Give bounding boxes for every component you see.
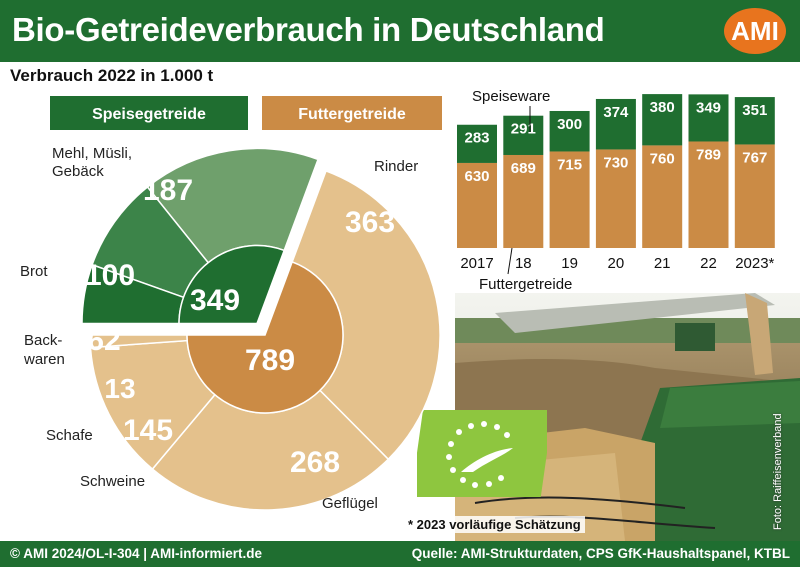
value-label-futtergetreide-total: 789	[245, 344, 295, 377]
value-label-speisegetreide-total: 349	[190, 284, 240, 317]
bar-value-speise-2023: 351	[742, 102, 767, 119]
speisegetreide-header-box	[50, 96, 248, 130]
tick-label-20: 20	[608, 255, 625, 272]
tick-label-21: 21	[654, 255, 671, 272]
futtergetreide-header: Futtergetreide	[262, 96, 442, 130]
value-label-gefluegel: 268	[290, 446, 340, 479]
speisegetreide-part	[81, 147, 319, 325]
tick-label-22: 22	[700, 255, 717, 272]
label-backwaren-line2: waren	[23, 351, 65, 368]
bar-2023: 767 351 2023*	[734, 97, 775, 272]
tick-label-2023: 2023*	[735, 255, 774, 272]
label-rinder: Rinder	[374, 158, 418, 175]
futtergetreide-ring	[89, 170, 441, 511]
label-backwaren-line1: Back-	[24, 332, 62, 349]
value-label-brot: 100	[85, 259, 135, 292]
speisegetreide-header-label: Speisegetreide	[92, 106, 206, 123]
bar-value-speise-21: 380	[650, 99, 675, 116]
value-label-schweine: 145	[123, 414, 173, 447]
label-mehl-line2: Gebäck	[52, 163, 104, 180]
photo-credit: Foto: Raiffeisenverband	[772, 413, 784, 530]
value-label-backwaren: 62	[87, 324, 120, 357]
bar-futtergetreide-21	[642, 145, 683, 248]
bar-speiseware-21	[642, 94, 683, 146]
label-mehl-line1: Mehl, Müsli,	[52, 145, 132, 162]
value-label-mehl: 187	[143, 174, 193, 207]
label-schweine: Schweine	[80, 473, 145, 490]
bar-22: 789 349 22	[688, 94, 729, 272]
bar-20: 730 374 20	[595, 98, 636, 272]
futtergetreide-header-box	[262, 96, 442, 130]
bar-chart: 630 283 2017 689 291 18 715 300 19 730 374 20 760 380…	[457, 88, 775, 293]
bar-futtergetreide-2017	[457, 162, 497, 248]
bar-19: 715 300 19	[549, 110, 590, 272]
bar-18: 689 291 18	[503, 115, 544, 272]
bar-value-speise-19: 300	[557, 116, 582, 133]
label-gefluegel: Geflügel	[322, 495, 378, 512]
bar-futtergetreide-22	[688, 141, 729, 248]
bar-speiseware-2023	[734, 97, 775, 145]
legend-futtergetreide: Futtergetreide	[479, 276, 572, 293]
bar-futtergetreide-18	[503, 154, 544, 248]
value-label-rinder: 363	[345, 206, 395, 239]
bar-21: 760 380 21	[642, 94, 683, 272]
bar-speiseware-18	[503, 115, 544, 155]
bar-speiseware-22	[688, 94, 729, 142]
pie-chart: Speisegetreide Futtergetreide 187 100 62 3497…	[20, 96, 442, 512]
footer-source: Quelle: AMI-Strukturdaten, CPS GfK-Haush…	[411, 546, 790, 561]
bar-futtergetreide-19	[549, 151, 590, 248]
footer-bar: © AMI 2024/OL-I-304 | AMI-informiert.de …	[0, 541, 800, 567]
ami-logo: AMI	[724, 8, 786, 54]
label-schafe: Schafe	[46, 427, 93, 444]
bar-value-futter-18: 689	[511, 160, 536, 177]
estimate-note: * 2023 vorläufige Schätzung	[404, 516, 585, 533]
bar-speiseware-20	[595, 98, 636, 150]
bar-value-futter-21: 760	[650, 150, 675, 167]
tick-label-2017: 2017	[460, 255, 493, 272]
bar-2017: 630 283 2017	[457, 124, 497, 272]
bar-value-futter-22: 789	[696, 146, 721, 163]
label-brot: Brot	[20, 263, 48, 280]
bar-value-speise-20: 374	[603, 104, 629, 121]
speisegetreide-header: Speisegetreide	[50, 96, 248, 130]
bar-speiseware-19	[549, 110, 590, 152]
bar-value-futter-2023: 767	[742, 149, 767, 166]
tick-label-18: 18	[515, 255, 532, 272]
eu-organic-logo	[410, 410, 553, 497]
futtergetreide-header-label: Futtergetreide	[298, 106, 406, 123]
bar-futtergetreide-2023	[734, 144, 775, 248]
bar-value-futter-20: 730	[603, 154, 628, 171]
bar-speiseware-2017	[457, 124, 497, 163]
bar-value-speise-22: 349	[696, 99, 721, 116]
star-icon	[446, 421, 510, 488]
speisegetreide-total-slice	[178, 244, 286, 325]
legend-speiseware: Speiseware	[472, 88, 550, 105]
bar-value-speise-2017: 283	[464, 130, 489, 147]
value-label-schafe: 13	[104, 373, 135, 404]
legend-futtergetreide-line	[507, 247, 513, 275]
futtergetreide-total-slice	[186, 260, 344, 414]
page-title: Bio-Getreideverbrauch in Deutschland	[12, 11, 605, 48]
footer-copyright: © AMI 2024/OL-I-304 | AMI-informiert.de	[10, 546, 263, 561]
chart-subtitle: Verbrauch 2022 in 1.000 t	[10, 66, 214, 85]
tick-label-19: 19	[561, 255, 578, 272]
bar-value-futter-2017: 630	[464, 168, 489, 185]
bar-value-futter-19: 715	[557, 156, 582, 173]
pie-category-labels: Mehl, Müsli,Gebäck Brot Back-waren Schafe Sc…	[20, 145, 418, 512]
bar-futtergetreide-20	[595, 149, 636, 248]
header-bar: Bio-Getreideverbrauch in Deutschland AMI	[0, 0, 800, 62]
bar-value-speise-18: 291	[511, 121, 536, 138]
